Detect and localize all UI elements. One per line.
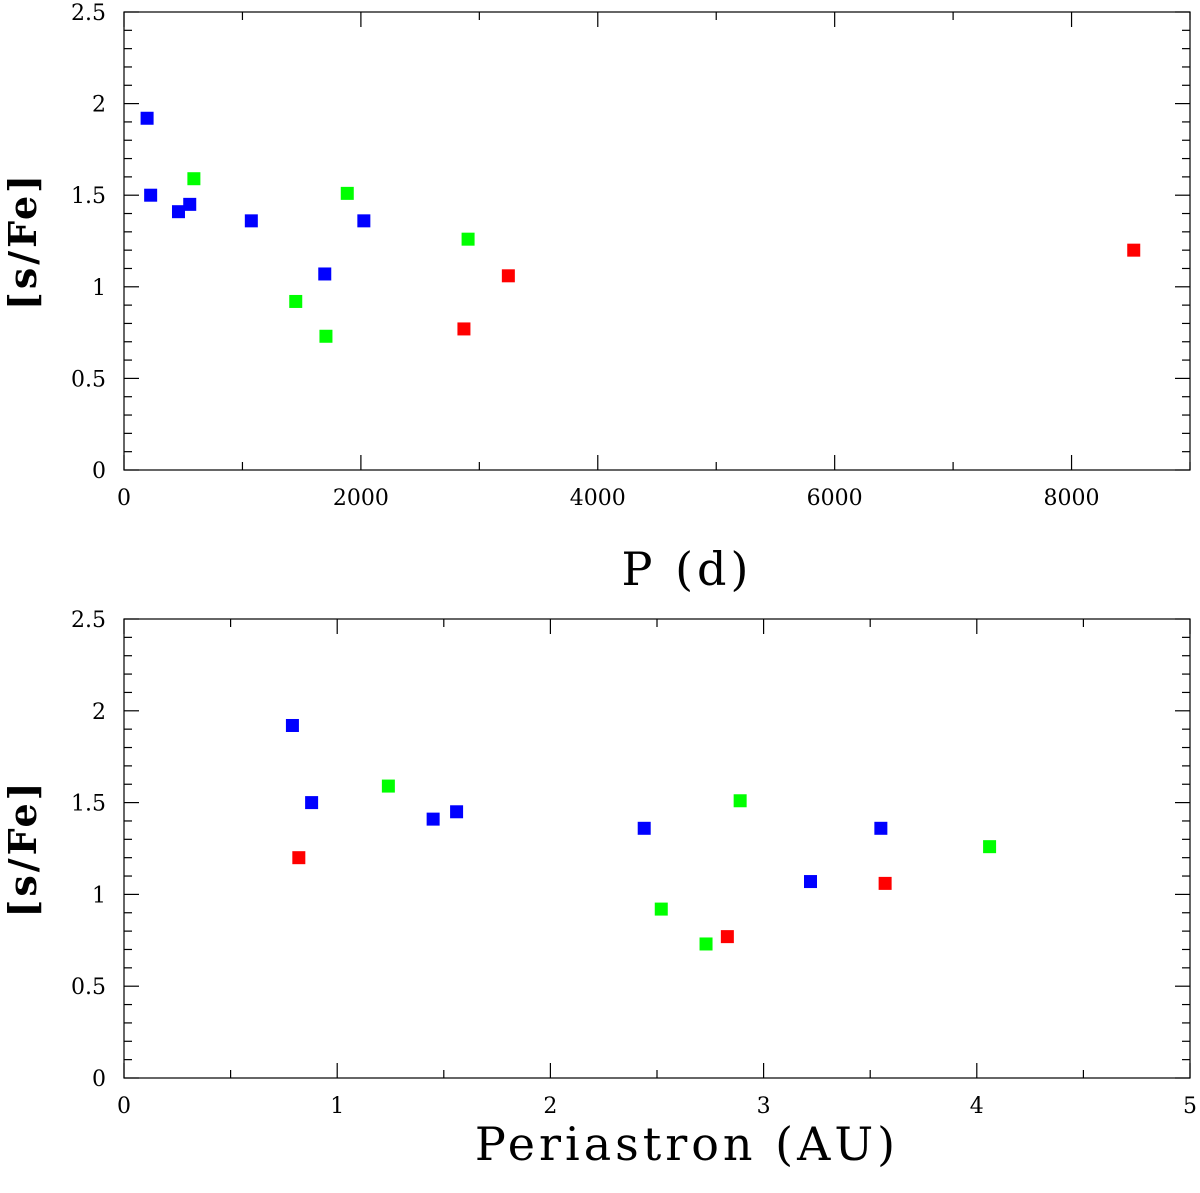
y-tick-label: 2 xyxy=(92,700,106,725)
x-tick-label: 4 xyxy=(970,1094,984,1119)
x-tick-label: 2000 xyxy=(333,486,389,511)
y-tick-label: 2.5 xyxy=(71,1,106,26)
data-point-blue xyxy=(874,821,888,835)
y-tick-label: 0 xyxy=(92,1067,106,1092)
data-point-green xyxy=(983,840,997,854)
y-tick-label: 0.5 xyxy=(71,975,106,1000)
data-point-green xyxy=(187,172,201,186)
data-point-blue xyxy=(318,267,332,281)
plot-frame xyxy=(123,11,1191,471)
x-tick-label: 8000 xyxy=(1044,486,1100,511)
y-tick-label: 1.5 xyxy=(71,792,106,817)
y-tick-label: 2.5 xyxy=(71,608,106,633)
data-point-blue xyxy=(171,205,185,219)
data-point-red xyxy=(1127,243,1141,257)
y-tick-label: 1 xyxy=(92,883,106,908)
data-point-blue xyxy=(285,718,299,732)
x-axis-title: P (d) xyxy=(622,542,753,596)
data-point-blue xyxy=(357,214,371,228)
x-tick-label: 2 xyxy=(543,1094,557,1119)
x-tick-label: 1 xyxy=(330,1094,344,1119)
data-point-green xyxy=(381,779,395,793)
data-point-red xyxy=(878,876,892,890)
x-tick-label: 4000 xyxy=(570,486,626,511)
data-point-blue xyxy=(637,821,651,835)
x-tick-label: 3 xyxy=(757,1094,771,1119)
data-point-green xyxy=(340,186,354,200)
data-point-blue xyxy=(140,111,154,125)
data-point-blue xyxy=(426,812,440,826)
x-tick-label: 0 xyxy=(117,486,131,511)
data-point-green xyxy=(461,232,475,246)
y-axis-title: [s/Fe] xyxy=(0,779,45,917)
y-tick-label: 0 xyxy=(92,459,106,484)
data-point-red xyxy=(720,930,734,944)
data-point-green xyxy=(699,937,713,951)
data-point-green xyxy=(319,329,333,343)
x-axis-title: Periastron (AU) xyxy=(475,1117,899,1171)
y-tick-label: 0.5 xyxy=(71,367,106,392)
y-tick-label: 1 xyxy=(92,276,106,301)
data-point-blue xyxy=(305,796,319,810)
data-point-green xyxy=(733,794,747,808)
data-point-blue xyxy=(450,805,464,819)
data-point-red xyxy=(292,851,306,865)
data-point-blue xyxy=(244,214,258,228)
plot-frame xyxy=(123,618,1191,1079)
y-axis-title: [s/Fe] xyxy=(0,172,45,310)
data-point-green xyxy=(289,294,303,308)
y-tick-label: 2 xyxy=(92,93,106,118)
data-point-blue xyxy=(144,188,158,202)
x-tick-label: 0 xyxy=(117,1094,131,1119)
bottom-panel-periastron: 0 1 2 3 4 5 0 0.5 1 1.5 2 2.5 Periastron (AU) [s/Fe] xyxy=(0,608,1197,1171)
data-point-red xyxy=(457,322,471,336)
x-tick-label: 5 xyxy=(1183,1094,1197,1119)
top-panel-period: 0 2000 4000 6000 8000 0 0.5 1 1.5 2 2.5 P (d) [s/Fe] xyxy=(0,1,1191,596)
data-point-blue xyxy=(804,875,818,889)
data-point-red xyxy=(501,269,515,283)
data-point-blue xyxy=(183,197,197,211)
data-point-green xyxy=(654,902,668,916)
y-tick-label: 1.5 xyxy=(71,184,106,209)
x-tick-label: 6000 xyxy=(807,486,863,511)
